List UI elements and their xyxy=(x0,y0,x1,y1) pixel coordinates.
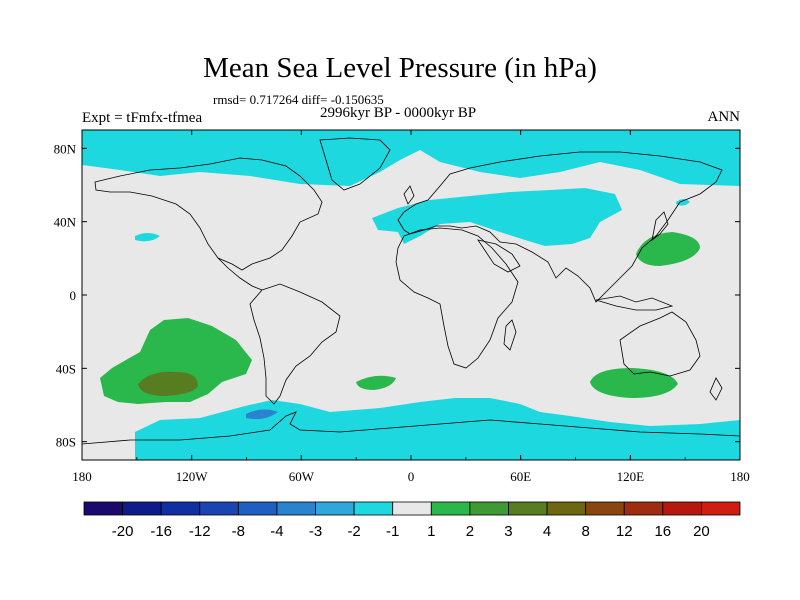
coastlines xyxy=(82,137,740,445)
arctic-negative-region xyxy=(82,130,740,186)
y-tick-label: 0 xyxy=(70,288,77,303)
colorbar-swatch xyxy=(276,501,316,516)
south-pacific-positive-region xyxy=(100,318,252,404)
south-atlantic-positive-region xyxy=(356,375,396,390)
colorbar-label: 12 xyxy=(616,523,633,540)
central-america-coast xyxy=(217,257,263,291)
colorbar: -20 -16 -12 -8 -4 -3 -2 -1 1 2 3 4 8 12 16 20 xyxy=(83,501,741,540)
new-zealand-coast xyxy=(709,377,723,401)
colorbar-swatch xyxy=(237,501,278,516)
colorbar-swatch xyxy=(83,501,123,516)
season-label: ANN xyxy=(707,109,741,125)
colorbar-swatch xyxy=(508,501,548,516)
colorbar-swatch xyxy=(469,501,509,516)
colorbar-label: -20 xyxy=(112,523,134,540)
eurasia-negative-region xyxy=(372,188,622,246)
y-axis: 80N 40N 0 40S 80S xyxy=(54,141,740,450)
colorbar-swatch xyxy=(623,501,664,516)
colorbar-label: 2 xyxy=(466,523,474,540)
x-axis: 180 120W 60W 0 60E 120E 180 xyxy=(72,130,750,484)
japan-small-negative xyxy=(676,199,690,206)
colorbar-swatch xyxy=(662,501,702,516)
stats-label: rmsd= 0.717264 diff= -0.150635 xyxy=(213,92,384,107)
japan-coast xyxy=(651,211,669,241)
y-tick-label: 40N xyxy=(54,215,77,230)
colorbar-swatch xyxy=(546,501,587,516)
greenland-coast xyxy=(319,137,391,191)
colorbar-swatch xyxy=(160,501,201,516)
x-tick-label: 180 xyxy=(730,469,750,484)
colorbar-swatch xyxy=(353,501,394,516)
colorbar-label: -2 xyxy=(347,523,360,540)
map-panel xyxy=(82,130,740,460)
colorbar-swatch xyxy=(315,501,355,516)
colorbar-label: 1 xyxy=(427,523,435,540)
uk-coast xyxy=(403,185,415,205)
colorbar-label: -1 xyxy=(386,523,399,540)
arabia-coast xyxy=(477,239,521,273)
southern-ocean-negative-region xyxy=(135,398,740,460)
africa-coast xyxy=(395,227,519,369)
southeast-asia-islands xyxy=(595,295,674,311)
colorbar-label: 20 xyxy=(693,523,710,540)
colorbar-label: -3 xyxy=(309,523,322,540)
colorbar-label: -8 xyxy=(232,523,245,540)
colorbar-swatch xyxy=(585,501,625,516)
colorbar-label: -12 xyxy=(189,523,211,540)
colorbar-swatch xyxy=(430,501,471,516)
south-pacific-core-positive xyxy=(138,371,198,396)
colorbar-label: 16 xyxy=(654,523,671,540)
x-tick-label: 60E xyxy=(510,469,531,484)
madagascar-coast xyxy=(503,319,517,351)
colorbar-swatch xyxy=(392,501,432,516)
period-label: 2996kyr BP - 0000kyr BP xyxy=(320,105,477,121)
x-tick-label: 120E xyxy=(617,469,645,484)
chart-title: Mean Sea Level Pressure (in hPa) xyxy=(203,52,597,84)
australia-coast xyxy=(619,311,701,377)
anomaly-fields xyxy=(82,130,740,460)
y-tick-label: 80S xyxy=(56,435,76,450)
experiment-label: Expt = tFmfx-tfmea xyxy=(82,110,203,126)
x-tick-label: 180 xyxy=(72,469,92,484)
y-tick-label: 80N xyxy=(54,141,77,156)
x-tick-label: 120W xyxy=(176,469,209,484)
indian-ocean-positive-region xyxy=(590,368,678,398)
colorbar-label: 4 xyxy=(543,523,551,540)
y-tick-label: 40S xyxy=(56,361,76,376)
pacific-small-negative xyxy=(135,233,160,242)
colorbar-label: -16 xyxy=(150,523,172,540)
colorbar-swatch xyxy=(199,501,239,516)
antarctica-coast xyxy=(82,411,740,445)
colorbar-label: 3 xyxy=(504,523,512,540)
colorbar-label: -4 xyxy=(270,523,283,540)
x-tick-label: 0 xyxy=(408,469,415,484)
europe-asia-coast xyxy=(397,151,723,303)
colorbar-swatch xyxy=(122,501,162,516)
colorbar-label: 8 xyxy=(581,523,589,540)
south-america-coast xyxy=(249,283,341,405)
colorbar-swatch xyxy=(701,501,741,516)
x-tick-label: 60W xyxy=(289,469,315,484)
southern-ocean-blue-spot xyxy=(246,409,278,420)
north-america-coast xyxy=(94,157,323,271)
